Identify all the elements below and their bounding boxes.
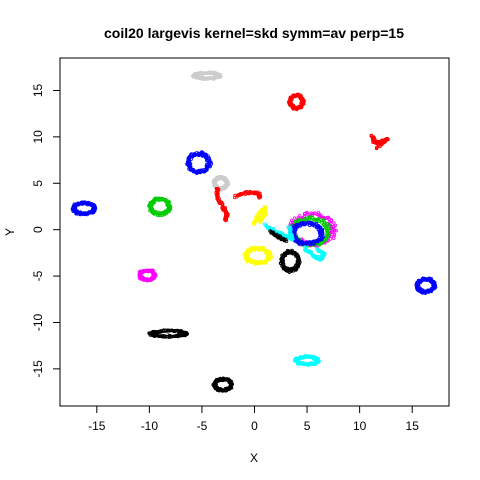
- data-point: [310, 212, 313, 215]
- data-point: [379, 145, 382, 148]
- data-points: [71, 71, 437, 392]
- y-tick-label: -5: [31, 270, 45, 281]
- x-tick-label: -10: [141, 419, 159, 433]
- data-point: [329, 238, 332, 241]
- x-tick-label: -15: [88, 419, 106, 433]
- data-point: [326, 223, 329, 226]
- y-axis-label: Y: [3, 228, 17, 236]
- y-tick-label: 0: [31, 226, 45, 233]
- data-point: [293, 217, 296, 220]
- data-point: [316, 248, 319, 251]
- data-point: [299, 261, 302, 264]
- y-tick-label: -15: [31, 360, 45, 378]
- x-tick-label: -5: [197, 419, 208, 433]
- x-tick-label: 5: [304, 419, 311, 433]
- data-point: [285, 240, 288, 243]
- x-axis-label: X: [250, 451, 258, 465]
- chart-title: coil20 largevis kernel=skd symm=av perp=…: [104, 25, 404, 41]
- x-axis: -15 -10 -5 0 5 10 15: [88, 406, 419, 433]
- plot-frame: [60, 58, 449, 406]
- data-point: [332, 237, 335, 240]
- y-tick-label: 10: [31, 130, 45, 144]
- y-axis: -15 -10 -5 0 5 10 15: [31, 83, 60, 377]
- data-point: [333, 222, 336, 225]
- data-point: [287, 225, 290, 228]
- y-tick-label: 5: [31, 180, 45, 187]
- x-tick-label: 10: [353, 419, 367, 433]
- x-tick-label: 15: [406, 419, 420, 433]
- y-tick-label: -10: [31, 313, 45, 331]
- x-tick-label: 0: [251, 419, 258, 433]
- y-tick-label: 15: [31, 83, 45, 97]
